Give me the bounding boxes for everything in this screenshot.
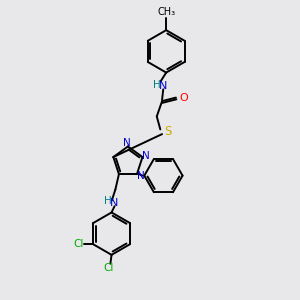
Text: N: N [142,151,150,160]
Text: CH₃: CH₃ [157,8,175,17]
Text: Cl: Cl [73,239,84,249]
Text: N: N [136,171,144,181]
Text: O: O [179,93,188,103]
Text: N: N [159,81,167,91]
Text: H: H [104,196,112,206]
Text: H: H [153,80,160,90]
Text: S: S [164,125,171,138]
Text: N: N [110,198,119,208]
Text: N: N [124,138,131,148]
Text: Cl: Cl [103,263,114,273]
